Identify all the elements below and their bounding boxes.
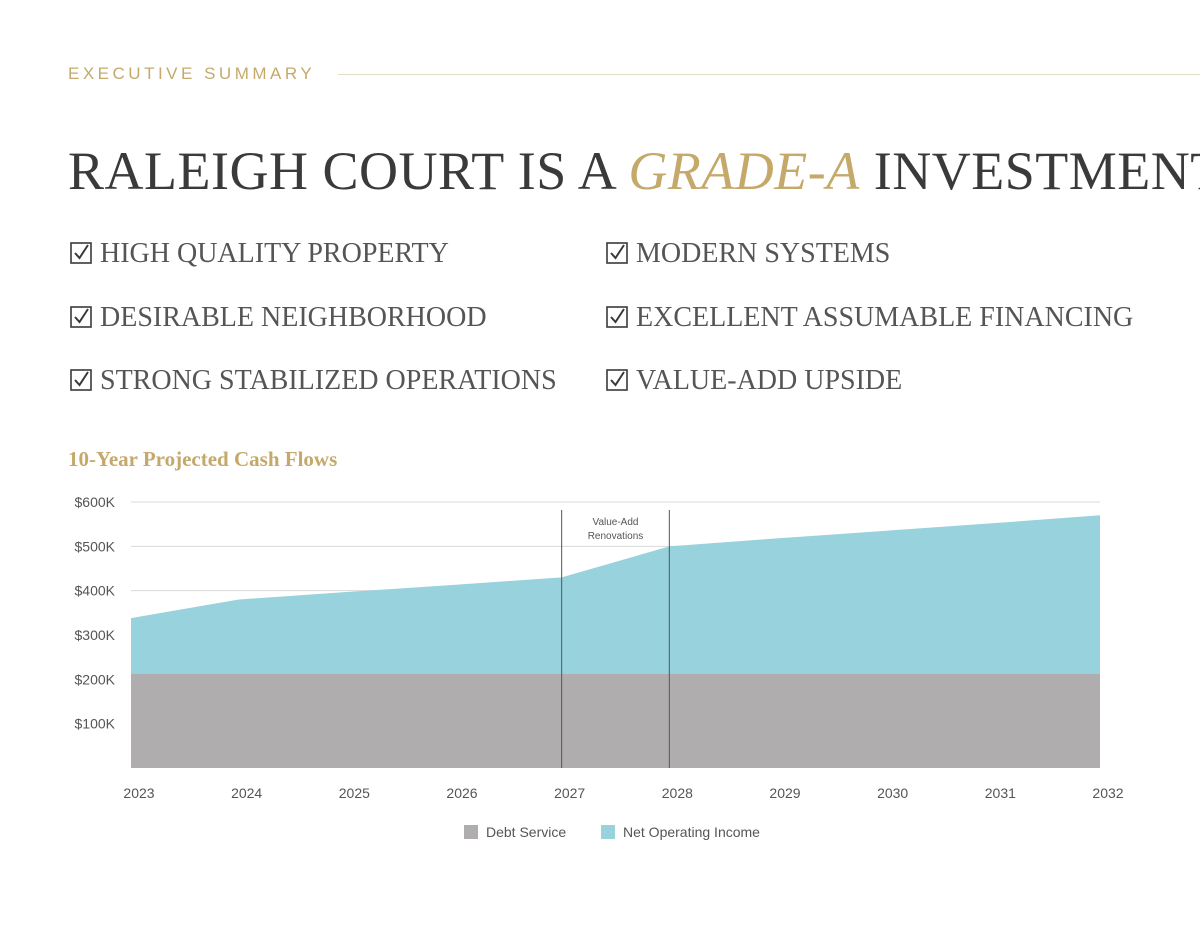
x-tick-label: 2029 <box>769 785 800 801</box>
checklist-label: HIGH QUALITY PROPERTY <box>100 238 449 269</box>
x-tick-label: 2025 <box>339 785 370 801</box>
checklist-item: STRONG STABILIZED OPERATIONS <box>70 365 557 397</box>
x-tick-label: 2028 <box>662 785 693 801</box>
legend-label-net-operating-income: Net Operating Income <box>623 824 760 840</box>
x-tick-label: 2024 <box>231 785 262 801</box>
checklist-item: DESIRABLE NEIGHBORHOOD <box>70 302 487 334</box>
checklist-item: MODERN SYSTEMS <box>606 238 890 270</box>
eyebrow-divider <box>338 74 1200 75</box>
x-tick-label: 2032 <box>1092 785 1123 801</box>
checkbox-checked-icon <box>70 242 92 264</box>
checkbox-checked-icon <box>70 306 92 328</box>
x-tick-label: 2031 <box>985 785 1016 801</box>
annotation-label: Renovations <box>588 531 644 542</box>
x-tick-label: 2027 <box>554 785 585 801</box>
series-area-debt-service <box>131 674 1100 768</box>
legend-label-debt-service: Debt Service <box>486 824 566 840</box>
checkbox-checked-icon <box>606 369 628 391</box>
checkbox-checked-icon <box>606 306 628 328</box>
chart-title: 10-Year Projected Cash Flows <box>68 447 338 471</box>
y-tick-label: $100K <box>75 716 116 732</box>
checklist-item: EXCELLENT ASSUMABLE FINANCING <box>606 302 1133 334</box>
x-tick-label: 2023 <box>123 785 154 801</box>
x-tick-label: 2026 <box>446 785 477 801</box>
title-prefix: RALEIGH COURT IS A <box>68 141 629 201</box>
checklist-label: STRONG STABILIZED OPERATIONS <box>100 365 557 396</box>
checklist-label: MODERN SYSTEMS <box>636 238 891 269</box>
x-tick-label: 2030 <box>877 785 908 801</box>
section-eyebrow: EXECUTIVE SUMMARY <box>68 64 316 83</box>
checklist-item: VALUE-ADD UPSIDE <box>606 365 902 397</box>
title-accent: GRADE-A <box>628 141 860 201</box>
y-tick-label: $500K <box>75 538 116 554</box>
y-tick-label: $200K <box>75 671 116 687</box>
page-title: RALEIGH COURT IS A GRADE-A INVESTMENT <box>68 140 1200 202</box>
annotation-label: Value-Add <box>593 517 639 528</box>
title-suffix: INVESTMENT <box>859 141 1200 201</box>
checkbox-checked-icon <box>606 242 628 264</box>
checklist-label: VALUE-ADD UPSIDE <box>636 365 903 396</box>
y-tick-label: $400K <box>75 583 116 599</box>
y-tick-label: $300K <box>75 627 116 643</box>
cash-flow-chart: Value-Add Renovations $100K $200K $300K $400K… <box>75 494 1124 840</box>
checklist-item: HIGH QUALITY PROPERTY <box>70 238 449 270</box>
legend-swatch-debt-service <box>464 825 478 839</box>
legend-swatch-net-operating-income <box>601 825 615 839</box>
y-tick-label: $600K <box>75 494 116 510</box>
checklist-label: DESIRABLE NEIGHBORHOOD <box>100 302 487 333</box>
checkbox-checked-icon <box>70 369 92 391</box>
checklist-label: EXCELLENT ASSUMABLE FINANCING <box>636 302 1134 333</box>
